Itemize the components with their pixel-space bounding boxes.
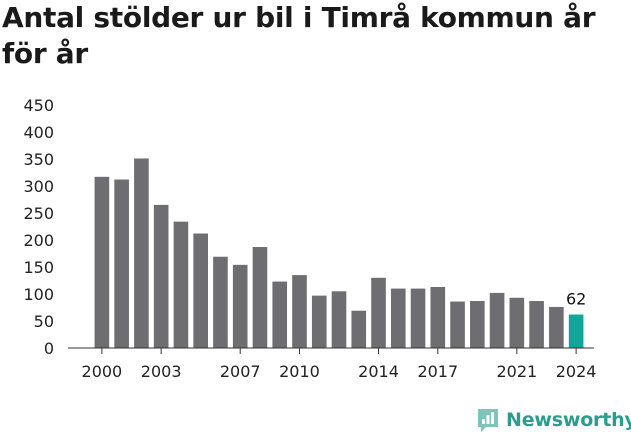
bars-group bbox=[94, 158, 584, 348]
bar-2006 bbox=[213, 256, 228, 348]
bar-2010 bbox=[292, 275, 307, 348]
y-tick-label: 300 bbox=[23, 177, 54, 196]
y-tick-label: 200 bbox=[23, 231, 54, 250]
bar-2014 bbox=[371, 277, 386, 348]
bar-2018 bbox=[450, 301, 465, 348]
x-tick-label: 2010 bbox=[279, 362, 320, 381]
newsworthy-logo: Newsworthy bbox=[476, 407, 631, 433]
bar-2002 bbox=[134, 158, 149, 348]
y-tick-label: 150 bbox=[23, 258, 54, 277]
bar-2008 bbox=[252, 247, 268, 348]
bar-2017 bbox=[430, 286, 446, 348]
bar-2024 bbox=[568, 314, 584, 348]
bar-2009 bbox=[272, 281, 288, 348]
x-axis-ticks: 2000 2003 2007 2010 2014 2017 2021 2024 bbox=[82, 348, 597, 381]
x-tick-label: 2000 bbox=[82, 362, 123, 381]
y-tick-label: 0 bbox=[44, 339, 54, 358]
y-tick-label: 400 bbox=[23, 123, 54, 142]
bar-2021 bbox=[509, 297, 525, 348]
y-tick-label: 50 bbox=[34, 312, 54, 331]
bar-2001 bbox=[114, 179, 129, 348]
bar-2016 bbox=[410, 288, 426, 348]
bar-2004 bbox=[173, 221, 189, 348]
bar-2000 bbox=[94, 176, 110, 348]
bar-2023 bbox=[549, 306, 564, 348]
y-tick-label: 250 bbox=[23, 204, 54, 223]
data-labels: 62 bbox=[566, 290, 586, 309]
bar-2003 bbox=[153, 204, 169, 348]
y-tick-label: 450 bbox=[23, 96, 54, 115]
x-tick-label: 2014 bbox=[358, 362, 399, 381]
bar-2011 bbox=[311, 295, 327, 348]
bar-2005 bbox=[193, 233, 208, 348]
x-tick-label: 2017 bbox=[417, 362, 458, 381]
y-tick-label: 350 bbox=[23, 150, 54, 169]
bar-2020 bbox=[489, 292, 505, 348]
chart-title: Antal stölder ur bil i Timrå kommun år f… bbox=[2, 1, 596, 70]
bar-2015 bbox=[390, 288, 406, 348]
bar-2022 bbox=[529, 301, 544, 348]
x-tick-label: 2021 bbox=[496, 362, 537, 381]
bar-2019 bbox=[470, 301, 485, 348]
newsworthy-logo-icon bbox=[478, 409, 498, 432]
x-tick-label: 2003 bbox=[141, 362, 182, 381]
y-tick-label: 100 bbox=[23, 285, 54, 304]
bar-2012 bbox=[331, 291, 347, 348]
brand-name: Newsworthy bbox=[506, 409, 631, 431]
data-label: 62 bbox=[566, 290, 586, 309]
x-tick-label: 2024 bbox=[556, 362, 597, 381]
bar-2013 bbox=[351, 310, 367, 348]
y-axis-ticks: 0 50 100 150 200 250 300 350 400 450 bbox=[23, 96, 54, 358]
bar-2007 bbox=[232, 264, 248, 348]
x-tick-label: 2007 bbox=[220, 362, 261, 381]
